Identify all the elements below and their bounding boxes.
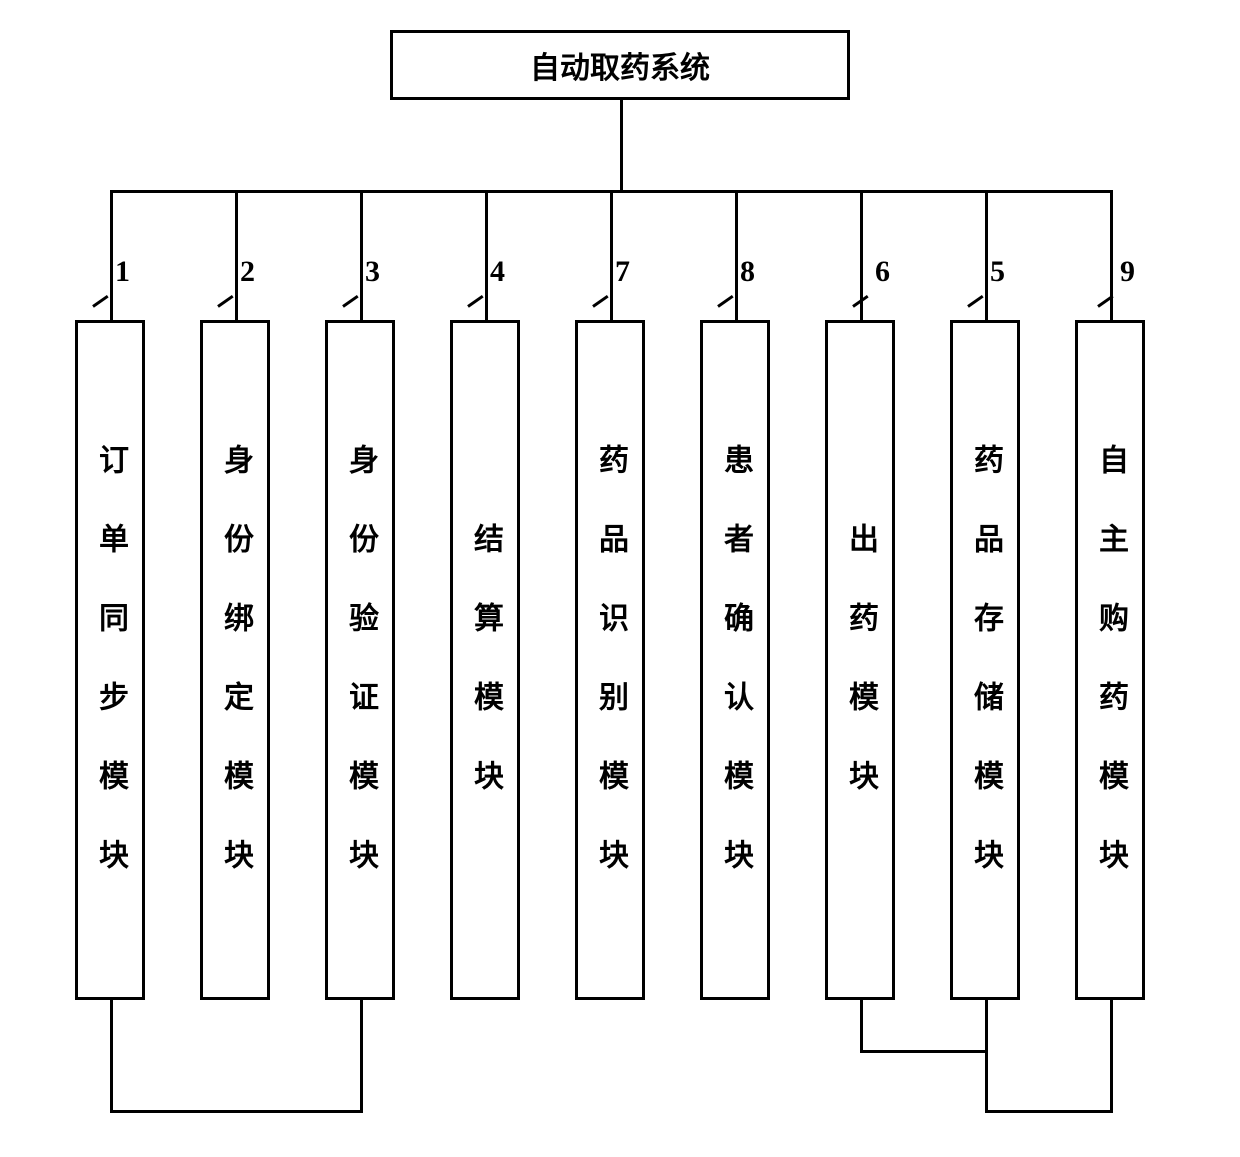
connector-line xyxy=(1110,190,1113,323)
connector-line xyxy=(1110,1000,1113,1113)
module-number: 5 xyxy=(990,255,1005,289)
connector-line xyxy=(235,190,238,323)
module-box: 结 算 模 块 xyxy=(450,320,520,1000)
module-number: 1 xyxy=(115,255,130,289)
module-box: 出 药 模 块 xyxy=(825,320,895,1000)
module-box: 身 份 验 证 模 块 xyxy=(325,320,395,1000)
module-box: 药 品 存 储 模 块 xyxy=(950,320,1020,1000)
connector-line xyxy=(485,190,488,323)
reference-tick xyxy=(467,295,483,308)
module-box: 患 者 确 认 模 块 xyxy=(700,320,770,1000)
module-number: 3 xyxy=(365,255,380,289)
connector-line xyxy=(360,1000,363,1113)
system-diagram: 自动取药系统订 单 同 步 模 块 1 身 份 绑 定 模 块 2 身 份 验 证 模 … xyxy=(0,0,1240,1157)
module-box: 药 品 识 别 模 块 xyxy=(575,320,645,1000)
connector-line xyxy=(110,1000,113,1113)
module-number: 7 xyxy=(615,255,630,289)
reference-tick xyxy=(967,295,983,308)
connector-line xyxy=(110,190,113,323)
reference-tick xyxy=(342,295,358,308)
module-box: 自 主 购 药 模 块 xyxy=(1075,320,1145,1000)
module-number: 2 xyxy=(240,255,255,289)
connector-line xyxy=(360,190,363,323)
connector-line xyxy=(610,190,613,323)
module-number: 9 xyxy=(1120,255,1135,289)
module-number: 6 xyxy=(875,255,890,289)
connector-line xyxy=(985,190,988,323)
connector-line xyxy=(110,1110,363,1113)
reference-tick xyxy=(217,295,233,308)
connector-line xyxy=(860,1000,863,1053)
module-box: 订 单 同 步 模 块 xyxy=(75,320,145,1000)
connector-line xyxy=(860,1050,988,1053)
reference-tick xyxy=(717,295,733,308)
connector-line xyxy=(620,100,623,193)
module-number: 4 xyxy=(490,255,505,289)
module-box: 身 份 绑 定 模 块 xyxy=(200,320,270,1000)
root-node: 自动取药系统 xyxy=(390,30,850,100)
connector-line xyxy=(735,190,738,323)
reference-tick xyxy=(592,295,608,308)
connector-line xyxy=(985,1000,988,1113)
connector-line xyxy=(985,1110,1113,1113)
reference-tick xyxy=(92,295,108,308)
module-number: 8 xyxy=(740,255,755,289)
